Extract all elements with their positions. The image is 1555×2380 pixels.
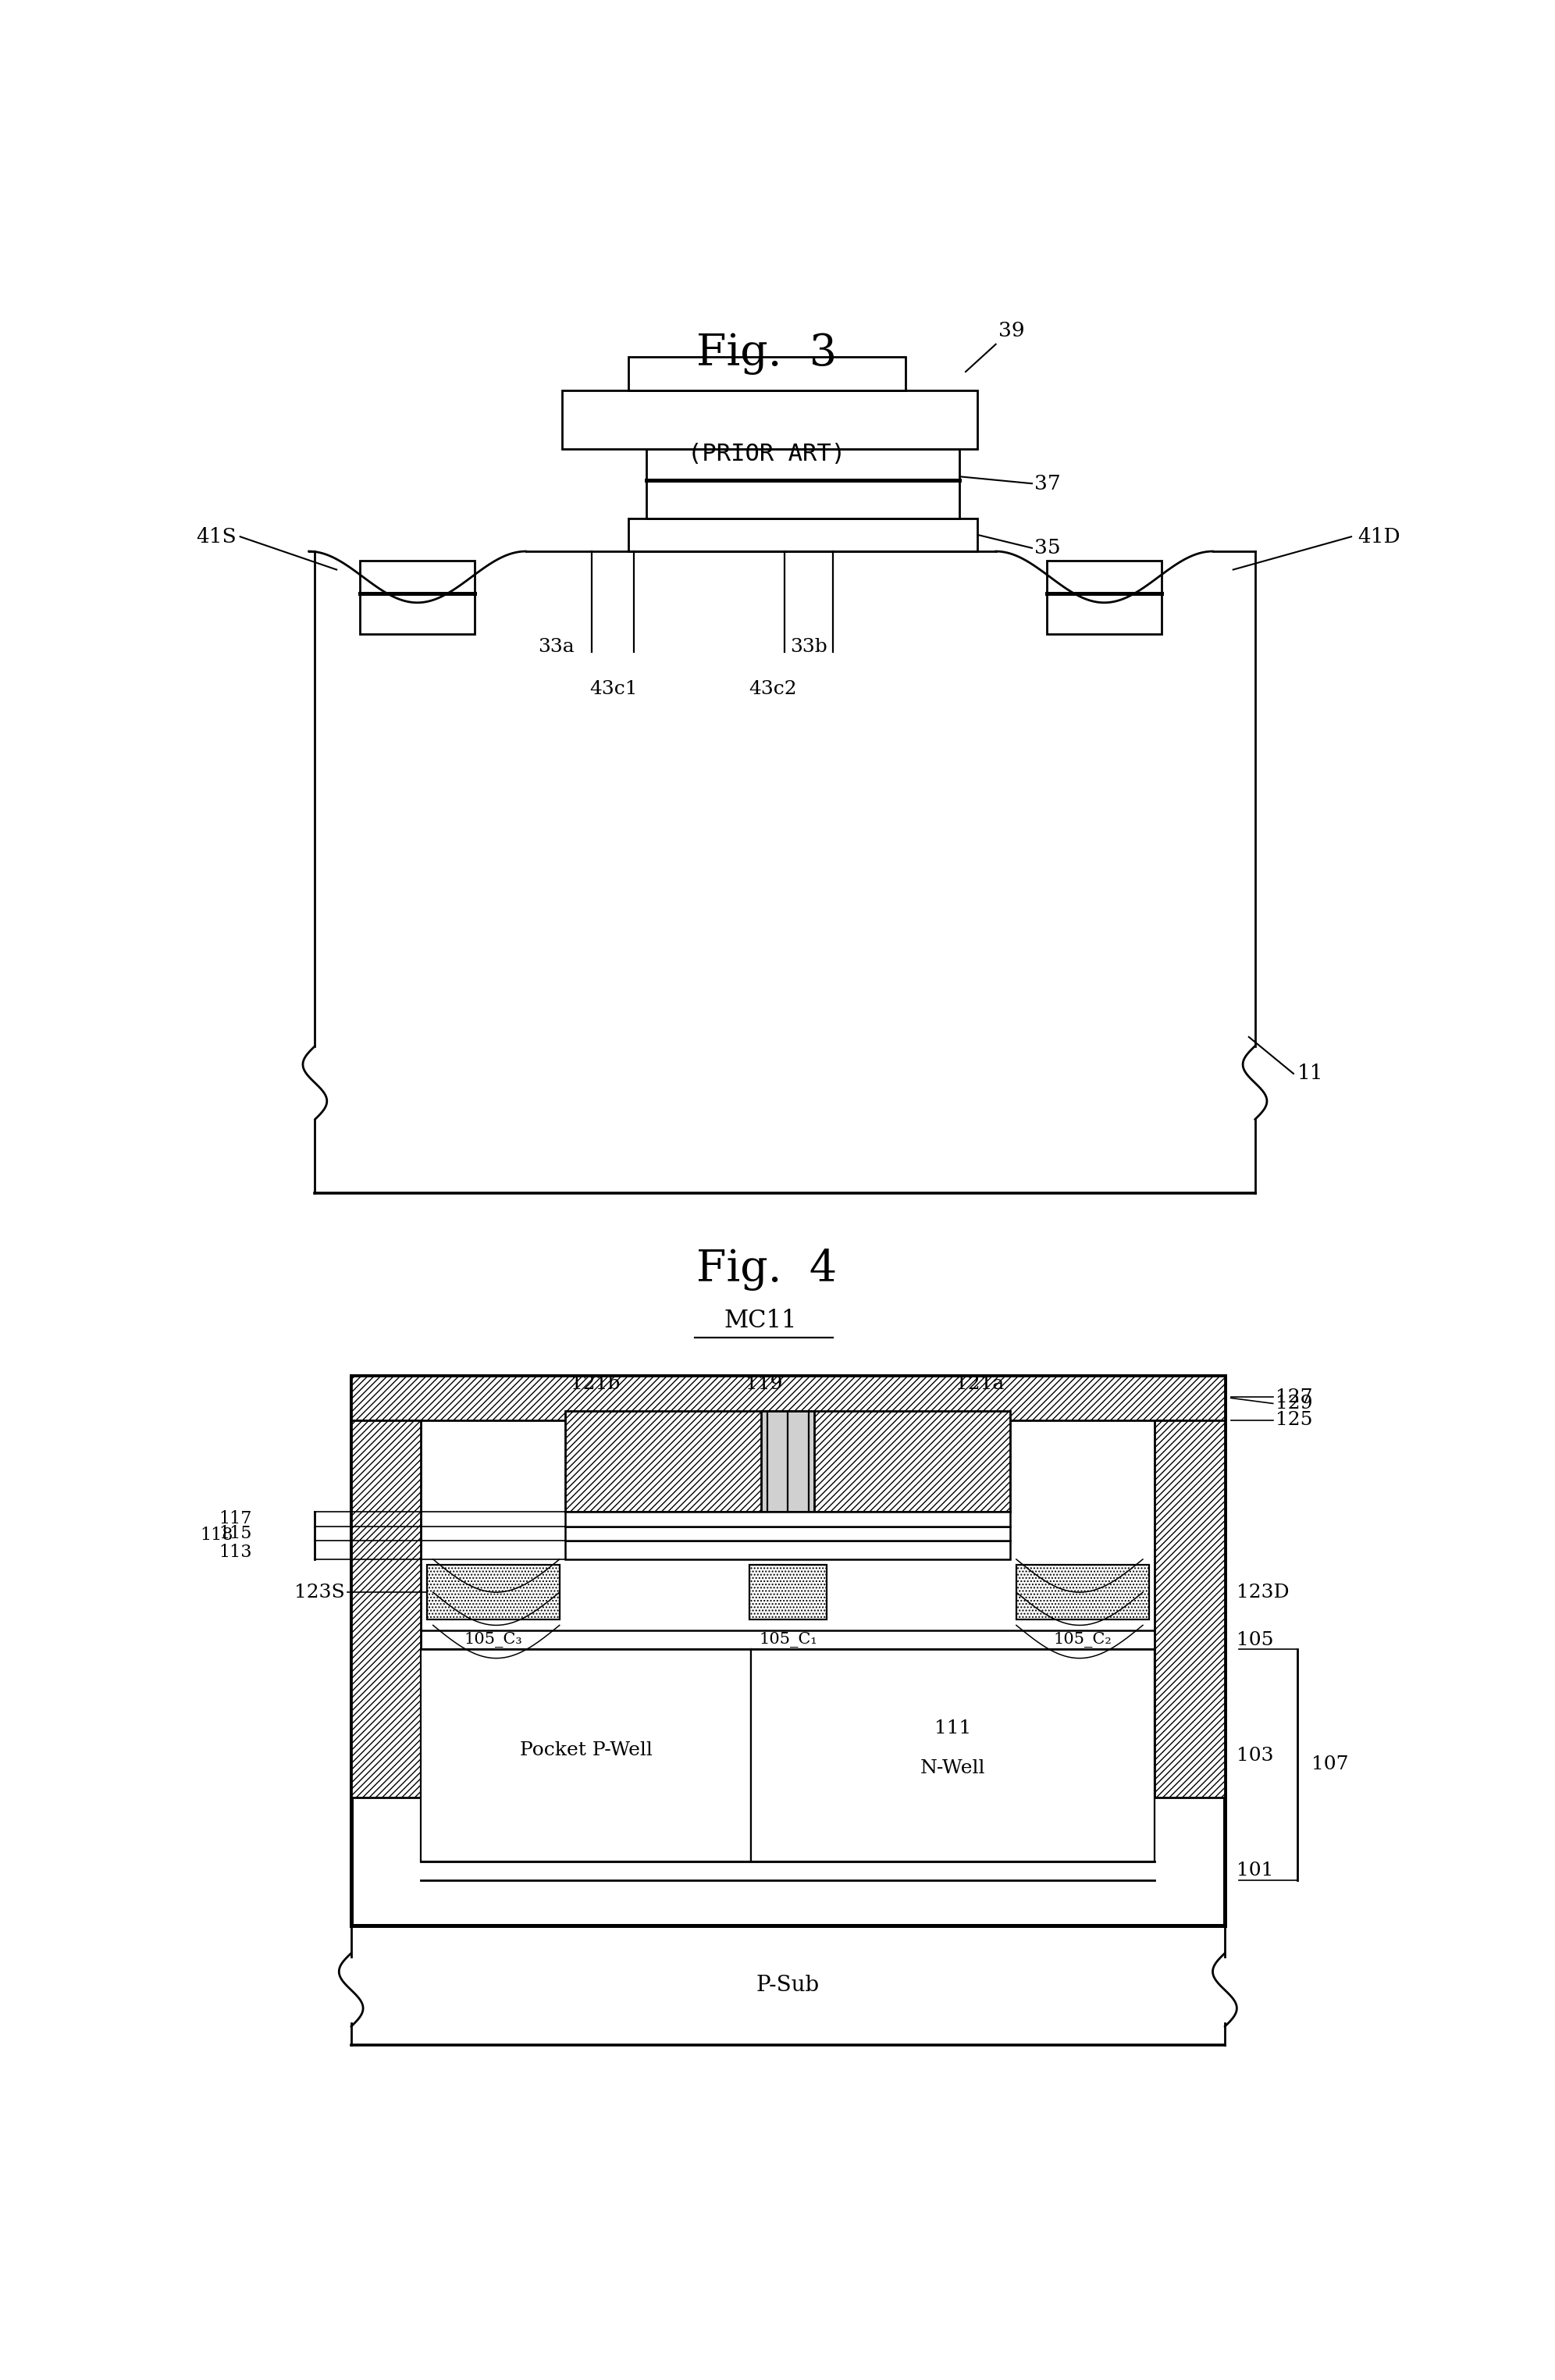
Bar (351, 1376, 1225, 1925)
Text: 127: 127 (1275, 1388, 1312, 1407)
Bar (351, 1376, 1225, 1421)
Text: 105_C₂: 105_C₂ (1053, 1633, 1112, 1647)
Text: 105_C₁: 105_C₁ (759, 1633, 816, 1647)
Text: 43c1: 43c1 (589, 681, 638, 697)
Text: 115: 115 (218, 1526, 252, 1542)
Bar (628, 519, 978, 552)
Text: 37: 37 (1034, 474, 1061, 493)
Text: 123S: 123S (294, 1583, 345, 1602)
Text: 125: 125 (1275, 1411, 1312, 1428)
Bar (1017, 1564, 1149, 1621)
Bar (566, 1526, 1011, 1540)
Text: 123D: 123D (1236, 1583, 1289, 1602)
Text: 105: 105 (1236, 1630, 1274, 1649)
Text: 129: 129 (1275, 1395, 1312, 1411)
Text: 33a: 33a (538, 638, 574, 657)
Text: Fig.  4: Fig. 4 (697, 1250, 837, 1290)
Bar (762, 1411, 815, 1511)
Bar (566, 1411, 1011, 1511)
Text: 117: 117 (218, 1511, 252, 1528)
Bar (428, 1564, 560, 1621)
Text: P-Sub: P-Sub (756, 1975, 819, 1997)
Text: 39: 39 (998, 321, 1025, 340)
Text: 103: 103 (1236, 1747, 1274, 1764)
Bar (561, 390, 978, 450)
Bar (628, 357, 905, 390)
Text: 119: 119 (745, 1376, 782, 1392)
Bar (750, 1564, 826, 1621)
Bar (361, 562, 474, 633)
Bar (351, 1421, 421, 1797)
Text: 41D: 41D (1358, 526, 1400, 547)
Text: 105_C₃: 105_C₃ (463, 1633, 522, 1647)
Text: 33b: 33b (790, 638, 827, 657)
Text: 35: 35 (1034, 538, 1061, 557)
Text: 111: 111 (935, 1718, 972, 1737)
Bar (1155, 1421, 1225, 1797)
Text: 11: 11 (1297, 1064, 1323, 1083)
Text: 101: 101 (1236, 1861, 1274, 1880)
Text: MC11: MC11 (725, 1309, 798, 1333)
Bar (566, 1511, 1011, 1526)
Text: 121b: 121b (571, 1376, 620, 1392)
Text: N-Well: N-Well (921, 1759, 986, 1778)
Text: 113: 113 (218, 1542, 252, 1561)
Bar (647, 450, 959, 519)
Bar (421, 1649, 751, 1861)
Text: 43c2: 43c2 (750, 681, 796, 697)
Bar (751, 1649, 1155, 1861)
Text: Fig.  3: Fig. 3 (697, 333, 837, 374)
Text: 107: 107 (1311, 1756, 1348, 1773)
Text: 118: 118 (201, 1528, 233, 1545)
Text: 121a: 121a (956, 1376, 1005, 1392)
Text: 41S: 41S (196, 526, 236, 547)
Bar (566, 1540, 1011, 1559)
Text: Pocket P-Well: Pocket P-Well (519, 1742, 653, 1759)
Text: (PRIOR ART): (PRIOR ART) (687, 443, 846, 466)
Bar (1047, 562, 1162, 633)
